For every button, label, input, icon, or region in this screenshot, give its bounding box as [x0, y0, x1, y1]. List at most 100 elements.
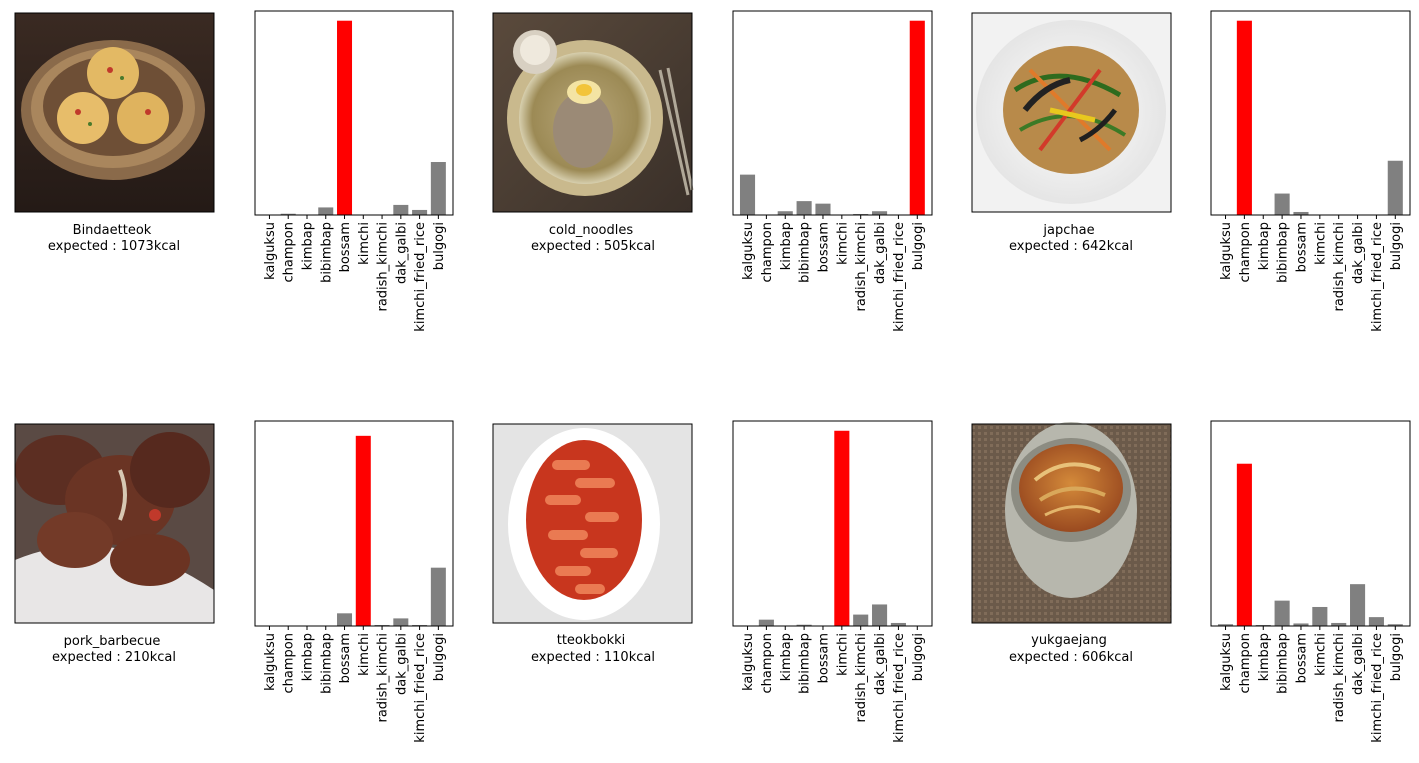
x-tick-label-dak-galbi: dak_galbi	[394, 633, 409, 695]
bar-kimchi-fried-rice	[1368, 617, 1384, 626]
x-tick-label-bulgogi: bulgogi	[911, 222, 926, 270]
x-tick-label-kalguksu: kalguksu	[741, 633, 756, 691]
bar-bossam	[337, 613, 353, 626]
x-tick-label-kimchi: kimchi	[1313, 222, 1328, 265]
x-tick-label-kimbap: kimbap	[1257, 633, 1272, 681]
x-tick-label-kalguksu: kalguksu	[1219, 222, 1234, 280]
bar-bulgogi	[1387, 624, 1403, 626]
x-tick-label-bulgogi: bulgogi	[911, 633, 926, 681]
x-tick-label-bibimbap: bibimbap	[798, 222, 813, 283]
bar-radish-kimchi	[1331, 622, 1347, 626]
chart-frame	[1210, 420, 1411, 627]
bar-bibimbap	[796, 201, 812, 215]
x-tick-label-champon: champon	[760, 633, 775, 693]
image-label-5: tteokbokki	[557, 633, 626, 648]
x-tick-label-kimbap: kimbap	[779, 222, 794, 270]
x-tick-label-radish-kimchi: radish_kimchi	[854, 222, 869, 312]
x-tick-label-kimchi-fried-rice: kimchi_fried_rice	[1370, 633, 1385, 743]
bar-kimbap	[777, 211, 793, 215]
bar-kimchi	[834, 430, 850, 626]
x-tick-label-kimchi: kimchi	[357, 633, 372, 676]
food-image-pork-barbecue	[14, 423, 215, 624]
bar-champon	[758, 619, 774, 626]
image-label-2: cold_noodles	[549, 223, 633, 238]
prediction-chart-3: kalguksu champon kimbap bibimbap bossam kimch…	[1210, 10, 1411, 332]
food-image-yukgaejang	[971, 422, 1172, 624]
x-tick-label-kimchi: kimchi	[357, 222, 372, 265]
bar-champon	[1236, 463, 1252, 626]
x-tick-label-radish-kimchi: radish_kimchi	[376, 633, 391, 723]
image-label-1: Bindaetteok	[73, 223, 152, 238]
x-tick-label-bossam: bossam	[816, 633, 831, 683]
x-tick-label-bossam: bossam	[816, 222, 831, 272]
prediction-chart-4: kalguksu champon kimbap bibimbap bossam kimch…	[254, 420, 454, 743]
bar-bulgogi	[1387, 160, 1403, 215]
bar-dak-galbi	[872, 211, 888, 215]
food-image-japchae	[971, 12, 1172, 213]
bar-bossam	[815, 203, 831, 215]
x-tick-label-champon: champon	[282, 222, 297, 282]
prediction-chart-2: kalguksu champon kimbap bibimbap bossam kimch…	[732, 10, 933, 332]
bar-bossam	[1293, 211, 1309, 215]
food-image-tteokbokki	[492, 423, 693, 624]
x-tick-label-dak-galbi: dak_galbi	[1351, 633, 1366, 695]
bar-bossam	[337, 20, 353, 216]
x-tick-label-bibimbap: bibimbap	[319, 222, 334, 283]
chart-frame	[732, 420, 933, 627]
bar-kimchi	[355, 435, 371, 626]
x-tick-label-kalguksu: kalguksu	[741, 222, 756, 280]
x-tick-label-kimchi: kimchi	[1313, 633, 1328, 676]
bar-dak-galbi	[1350, 584, 1366, 626]
bar-kimchi-fried-rice	[412, 624, 428, 626]
x-tick-label-bibimbap: bibimbap	[798, 633, 813, 694]
calorie-caption-3: expected : 642kcal	[1009, 239, 1133, 254]
food-image-cold-noodles	[492, 12, 694, 213]
x-tick-label-bibimbap: bibimbap	[319, 633, 334, 694]
image-label-3: japchae	[1042, 223, 1094, 238]
x-tick-label-bulgogi: bulgogi	[1389, 222, 1404, 270]
x-tick-label-radish-kimchi: radish_kimchi	[376, 222, 391, 312]
bar-kimchi-fried-rice	[412, 209, 428, 215]
bar-kalguksu	[1217, 624, 1234, 626]
bar-bulgogi	[430, 162, 446, 215]
x-tick-label-bulgogi: bulgogi	[432, 222, 447, 270]
x-tick-label-kimbap: kimbap	[779, 633, 794, 681]
calorie-caption-5: expected : 110kcal	[531, 650, 655, 665]
x-tick-label-bulgogi: bulgogi	[1389, 633, 1404, 681]
bar-radish-kimchi	[853, 213, 869, 215]
bar-bibimbap	[796, 624, 812, 626]
x-tick-label-kalguksu: kalguksu	[263, 633, 278, 691]
x-tick-label-champon: champon	[1238, 633, 1253, 693]
x-tick-label-kimchi-fried-rice: kimchi_fried_rice	[1370, 222, 1385, 332]
bar-bibimbap	[318, 207, 334, 215]
food-image-bindaetteok	[14, 12, 215, 213]
x-tick-label-radish-kimchi: radish_kimchi	[1332, 222, 1347, 312]
x-tick-label-bibimbap: bibimbap	[1276, 633, 1291, 694]
bar-radish-kimchi	[853, 614, 869, 626]
bar-kimchi	[1312, 606, 1328, 626]
calorie-caption-4: expected : 210kcal	[52, 650, 176, 665]
x-tick-label-radish-kimchi: radish_kimchi	[854, 633, 869, 723]
calorie-caption-2: expected : 505kcal	[531, 239, 655, 254]
chart-frame	[732, 10, 933, 216]
image-label-4: pork_barbecue	[64, 634, 161, 649]
x-tick-label-kimbap: kimbap	[1257, 222, 1272, 270]
prediction-chart-1: kalguksu champon kimbap bibimbap bossam kimch…	[254, 10, 454, 332]
x-tick-label-kimbap: kimbap	[300, 633, 315, 681]
chart-frame	[254, 420, 454, 627]
bar-bulgogi	[430, 567, 446, 626]
x-tick-label-kimbap: kimbap	[300, 222, 315, 270]
bar-bibimbap	[1274, 193, 1290, 215]
x-tick-label-kalguksu: kalguksu	[1219, 633, 1234, 691]
x-tick-label-dak-galbi: dak_galbi	[873, 633, 888, 695]
x-tick-label-champon: champon	[1238, 222, 1253, 282]
x-tick-label-kalguksu: kalguksu	[263, 222, 278, 280]
x-tick-label-kimchi-fried-rice: kimchi_fried_rice	[413, 633, 428, 743]
bar-kimchi-fried-rice	[890, 622, 906, 626]
x-tick-label-bibimbap: bibimbap	[1276, 222, 1291, 283]
calorie-caption-6: expected : 606kcal	[1009, 650, 1133, 665]
bar-radish-kimchi	[374, 624, 390, 626]
prediction-chart-5: kalguksu champon kimbap bibimbap bossam kimch…	[732, 420, 933, 743]
x-tick-label-champon: champon	[760, 222, 775, 282]
calorie-caption-1: expected : 1073kcal	[48, 239, 180, 254]
